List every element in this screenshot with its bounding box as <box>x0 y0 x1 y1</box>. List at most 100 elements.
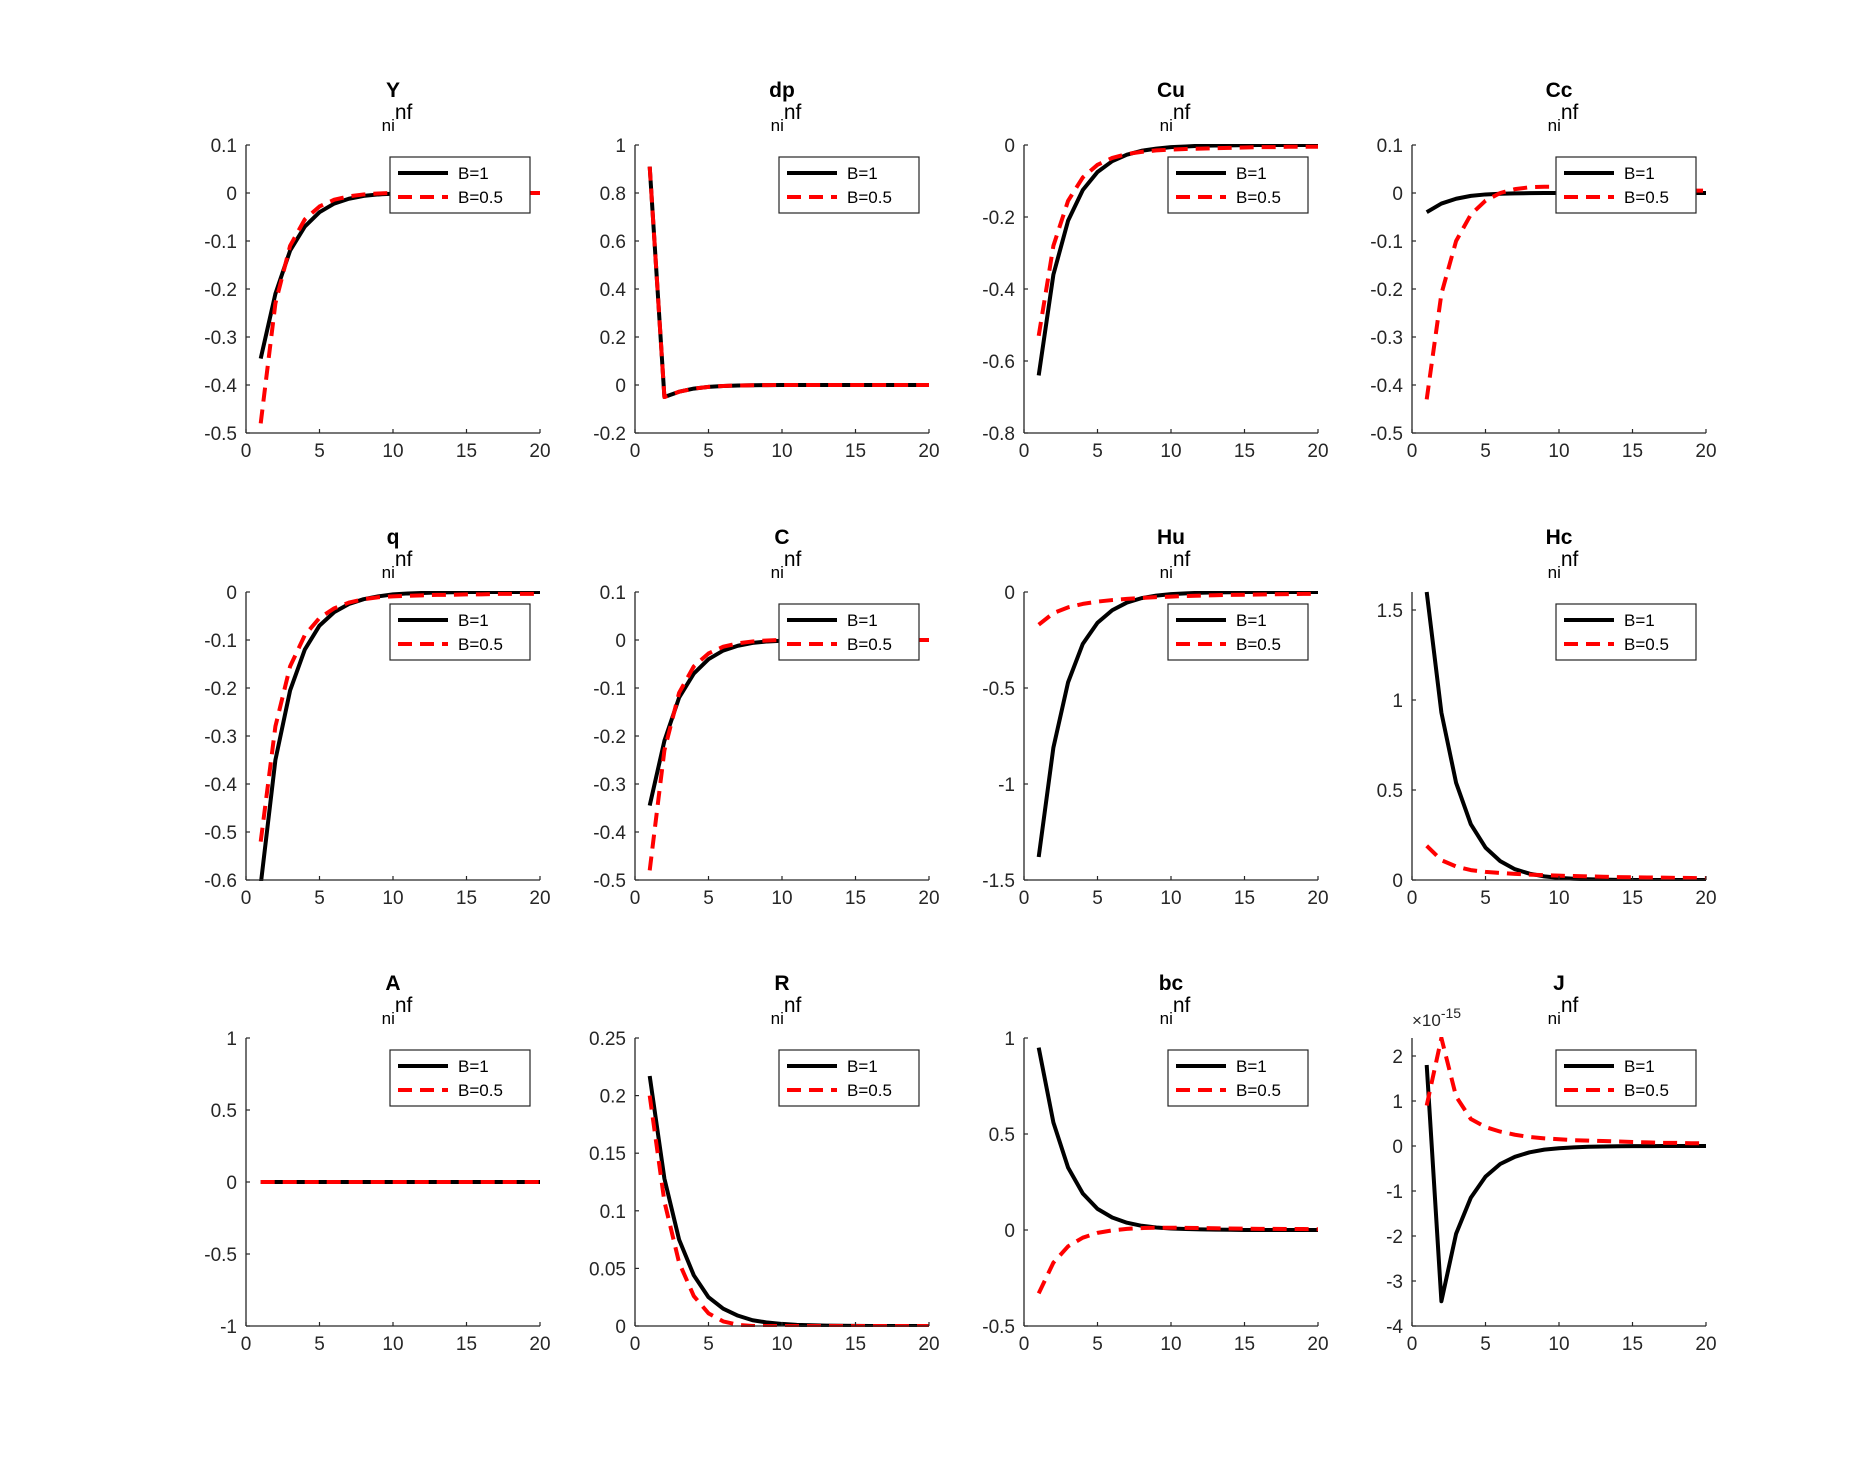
legend-label: B=1 <box>458 164 489 183</box>
series-line-b05 <box>1036 1225 1318 1295</box>
panel-subtitle: ninf <box>1160 548 1191 582</box>
y-tick-label: 1 <box>1392 1092 1403 1113</box>
y-tick-label: -0.1 <box>204 631 237 652</box>
legend-label: B=1 <box>458 1057 489 1076</box>
panel-subtitle: ninf <box>771 994 802 1028</box>
x-tick-label: 5 <box>1092 888 1103 909</box>
x-tick-label: 5 <box>703 441 714 462</box>
series-line-b05 <box>647 166 929 399</box>
x-tick-label: 5 <box>314 1334 325 1355</box>
y-tick-label: -0.3 <box>204 328 237 349</box>
legend-label: B=0.5 <box>458 188 503 207</box>
x-tick-label: 0 <box>1407 441 1418 462</box>
x-tick-label: 10 <box>1160 1334 1181 1355</box>
legend: B=1 B=0.5 <box>1555 1049 1697 1107</box>
y-tick-label: -0.4 <box>204 775 237 796</box>
x-tick-label: 20 <box>529 1334 550 1355</box>
x-tick-label: 15 <box>456 1334 477 1355</box>
x-tick-label: 10 <box>1548 441 1569 462</box>
x-tick-label: 10 <box>382 888 403 909</box>
series-line-b1 <box>1424 1064 1706 1304</box>
series-line-b05 <box>647 1095 929 1327</box>
legend-box <box>778 1049 920 1107</box>
y-tick-label: 0 <box>1392 871 1403 892</box>
legend-label: B=1 <box>1236 1057 1267 1076</box>
legend-label: B=1 <box>458 611 489 630</box>
legend-label: B=0.5 <box>458 635 503 654</box>
legend-label: B=1 <box>1624 1057 1655 1076</box>
legend-box <box>1555 603 1697 661</box>
series-line-b1 <box>258 191 540 360</box>
x-tick-label: 0 <box>1019 888 1030 909</box>
x-tick-label: 0 <box>1407 888 1418 909</box>
legend-label: B=0.5 <box>1624 1081 1669 1100</box>
x-tick-label: 10 <box>1160 441 1181 462</box>
x-tick-label: 15 <box>456 441 477 462</box>
legend: B=1 B=0.5 <box>778 156 920 214</box>
y-tick-label: -1 <box>1386 1182 1403 1203</box>
y-tick-label: 0.5 <box>1377 781 1403 802</box>
x-tick-label: 20 <box>918 888 939 909</box>
y-tick-label: -1 <box>998 775 1015 796</box>
x-tick-label: 0 <box>630 888 641 909</box>
x-tick-label: 10 <box>1548 888 1569 909</box>
y-tick-label: 0 <box>615 631 626 652</box>
x-tick-label: 15 <box>456 888 477 909</box>
panel-title: Cu <box>1157 79 1185 102</box>
y-tick-label: -0.2 <box>593 424 626 445</box>
x-tick-label: 10 <box>771 888 792 909</box>
y-tick-label: 0 <box>226 583 237 604</box>
x-tick-label: 15 <box>845 1334 866 1355</box>
panel-title: C <box>774 526 789 549</box>
series-line-b1 <box>647 638 929 807</box>
y-tick-label: 0 <box>615 1317 626 1338</box>
series-line-b1 <box>1036 1047 1318 1232</box>
series-line-b05 <box>1037 591 1318 627</box>
panel-title: R <box>774 972 789 995</box>
y-tick-label: -0.8 <box>982 424 1015 445</box>
legend-label: B=0.5 <box>1624 188 1669 207</box>
panel-title: bc <box>1159 972 1184 995</box>
legend-box <box>389 1049 531 1107</box>
y-tick-label: -1 <box>220 1317 237 1338</box>
series-line-b05 <box>1425 844 1706 881</box>
x-tick-label: 0 <box>1019 441 1030 462</box>
y-tick-label: 0.2 <box>600 328 626 349</box>
series-line-b05 <box>1424 184 1706 400</box>
x-tick-label: 10 <box>1160 888 1181 909</box>
x-tick-label: 15 <box>1622 441 1643 462</box>
panel-subtitle: ninf <box>1548 548 1579 582</box>
x-tick-label: 15 <box>1234 1334 1255 1355</box>
legend-label: B=1 <box>1624 164 1655 183</box>
x-tick-label: 0 <box>241 1334 252 1355</box>
x-tick-label: 20 <box>529 441 550 462</box>
x-tick-label: 5 <box>314 888 325 909</box>
panel-subtitle: ninf <box>1160 994 1191 1028</box>
x-tick-label: 0 <box>1019 1334 1030 1355</box>
legend-box <box>778 603 920 661</box>
x-tick-label: 0 <box>241 888 252 909</box>
y-tick-label: -0.2 <box>204 280 237 301</box>
y-tick-label: -3 <box>1386 1272 1403 1293</box>
panel-title: q <box>387 526 400 549</box>
legend: B=1 B=0.5 <box>389 156 531 214</box>
series-line-b1 <box>1036 144 1318 376</box>
y-tick-label: 1 <box>1392 691 1403 712</box>
legend-label: B=0.5 <box>847 635 892 654</box>
y-tick-label: -0.6 <box>982 352 1015 373</box>
y-tick-label: -1.5 <box>982 871 1015 892</box>
y-tick-label: 0.1 <box>600 1202 626 1223</box>
x-tick-label: 20 <box>1307 1334 1328 1355</box>
x-tick-label: 0 <box>241 441 252 462</box>
x-tick-label: 20 <box>1307 441 1328 462</box>
y-tick-label: -0.4 <box>204 376 237 397</box>
x-tick-label: 15 <box>845 441 866 462</box>
panel-title: Cc <box>1546 79 1573 102</box>
